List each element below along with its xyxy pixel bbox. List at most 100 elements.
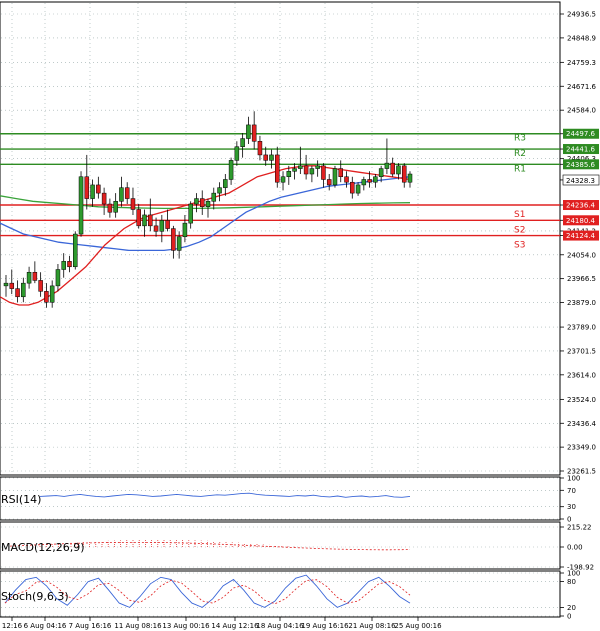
candle-body (67, 261, 72, 268)
candle-body (130, 198, 136, 210)
price-axis: 24936.5 24848.9 24759.3 24671.6 24584.0 24497… (560, 11, 596, 476)
rsi-line (39, 492, 411, 498)
candle-body (407, 173, 413, 183)
candle-body (378, 168, 384, 177)
candle-body (38, 280, 43, 292)
macd-panel[interactable] (0, 521, 561, 570)
candle-body (26, 271, 32, 284)
time-tick-label: 7 Aug 16:16 (69, 622, 112, 630)
candle-body (223, 179, 228, 188)
current-price-box (562, 174, 600, 186)
pivot-price-box (563, 215, 599, 226)
indicator-tick-label: -198.92 (567, 564, 594, 572)
candle-body (361, 179, 367, 186)
candle-body (240, 138, 245, 147)
candle-body (159, 220, 165, 232)
candle-body (176, 236, 182, 251)
candle-body (309, 168, 315, 175)
candle-body (21, 282, 26, 298)
candle-body (269, 154, 274, 161)
candle-body (401, 165, 407, 183)
candle-body (182, 222, 188, 238)
candle-body (251, 124, 257, 142)
candle-body (246, 124, 251, 139)
candle-body (113, 201, 118, 213)
candle-body (298, 165, 303, 169)
price-tick-label: 23524.0 (567, 396, 596, 404)
candle-body (55, 269, 61, 287)
candle-body (211, 192, 217, 202)
price-tick-label: 24054.0 (567, 251, 596, 259)
candle-body (165, 220, 170, 229)
candle-body (119, 187, 124, 202)
indicator-tick-label: 0.00 (567, 544, 583, 552)
candle-body (205, 201, 211, 208)
indicator-tick-label: 100 (567, 475, 580, 483)
time-tick-label: 12:16 (2, 622, 23, 630)
pivot-price-box (563, 144, 599, 155)
rsi-panel[interactable] (0, 476, 561, 521)
price-tick-label: 24936.5 (567, 11, 596, 19)
candle-body (73, 233, 78, 268)
price-tick-label: 24671.6 (567, 83, 596, 91)
time-tick-label: 13 Aug 00:16 (162, 622, 210, 630)
candle-body (286, 171, 292, 177)
candle-body (321, 165, 326, 180)
pivot-price-text: 24124.4 (566, 232, 595, 240)
price-tick-label: 23701.5 (567, 347, 596, 355)
indicator-tick-label: 215.22 (567, 524, 592, 532)
candle-body (199, 198, 205, 208)
time-tick-label: 14 Aug 12:16 (211, 622, 259, 630)
indicator-tick-label: 30 (567, 503, 576, 511)
stoch-grid (1, 572, 559, 617)
candle-body (124, 187, 130, 199)
price-tick-label: 23966.5 (567, 275, 596, 283)
candle-body (194, 198, 199, 205)
candle-body (367, 179, 372, 183)
main-plot-area[interactable] (0, 1, 561, 476)
candle-body (315, 165, 320, 169)
candle-body (217, 187, 222, 194)
candle-body (153, 225, 159, 232)
candle-body (384, 162, 390, 169)
pivot-price-text: 24385.6 (566, 161, 595, 169)
indicator-tick-label: 80 (567, 578, 576, 586)
candle-body (90, 184, 95, 199)
current-price-label: 24328.3 (566, 177, 595, 185)
candle-body (257, 141, 263, 156)
candle-body (344, 176, 349, 183)
price-tick-label: 23614.0 (567, 371, 596, 379)
candle-body (49, 285, 55, 303)
rsi-grid (1, 477, 559, 520)
current-price-tag: 24328.3 (562, 174, 600, 186)
candle-body (350, 181, 355, 194)
candle-body (263, 154, 268, 161)
pivot-price-box (563, 128, 599, 139)
candle-body (32, 271, 38, 281)
pivot-label-s3: S3 (514, 241, 525, 251)
ma-green-line (0, 195, 411, 210)
candle-body (355, 184, 361, 194)
candle-body (228, 160, 234, 180)
macd-title: MACD(12,26,9) (1, 541, 85, 554)
stoch-k-line (4, 574, 411, 608)
stoch-d-line (4, 579, 411, 605)
candle-body (234, 146, 240, 161)
main-grid (1, 3, 559, 474)
candle-body (61, 261, 66, 270)
time-tick-label: 6 Aug 04:16 (24, 622, 67, 630)
candle-body (390, 162, 395, 175)
candle-body (373, 176, 378, 183)
price-tick-label: 24406.3 (567, 155, 596, 163)
pivot-price-box (563, 200, 599, 211)
indicator-tick-label: 20 (567, 604, 576, 612)
time-tick-label: 25 Aug 00:16 (394, 622, 442, 630)
macd-signal-line (9, 542, 411, 551)
candle-body (332, 168, 338, 186)
stoch-panel[interactable] (0, 570, 561, 618)
macd-grid (1, 526, 559, 568)
indicator-tick-label: 0 (567, 516, 571, 524)
candle-body (3, 282, 9, 287)
candle-body (292, 168, 297, 172)
